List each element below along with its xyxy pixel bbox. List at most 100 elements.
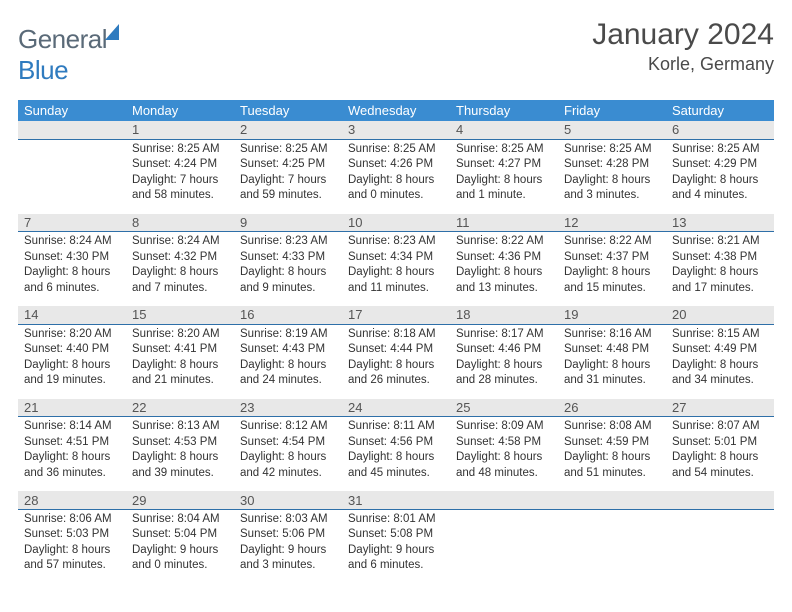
daylight-text: Daylight: 9 hours and 3 minutes. <box>240 543 336 574</box>
sunset-text: Sunset: 5:01 PM <box>672 435 768 451</box>
sunrise-text: Sunrise: 8:14 AM <box>24 419 120 435</box>
info-cell: Sunrise: 8:21 AMSunset: 4:38 PMDaylight:… <box>666 232 774 307</box>
daylight-text: Daylight: 8 hours and 21 minutes. <box>132 358 228 389</box>
daylight-text: Daylight: 8 hours and 17 minutes. <box>672 265 768 296</box>
date-cell <box>666 491 774 509</box>
sunset-text: Sunset: 4:26 PM <box>348 157 444 173</box>
info-cell: Sunrise: 8:22 AMSunset: 4:37 PMDaylight:… <box>558 232 666 307</box>
info-cell: Sunrise: 8:04 AMSunset: 5:04 PMDaylight:… <box>126 509 234 584</box>
date-cell: 14 <box>18 306 126 324</box>
daylight-text: Daylight: 8 hours and 45 minutes. <box>348 450 444 481</box>
date-cell: 19 <box>558 306 666 324</box>
info-cell: Sunrise: 8:24 AMSunset: 4:30 PMDaylight:… <box>18 232 126 307</box>
info-row: Sunrise: 8:24 AMSunset: 4:30 PMDaylight:… <box>18 232 774 307</box>
sunrise-text: Sunrise: 8:24 AM <box>24 234 120 250</box>
sunset-text: Sunset: 4:25 PM <box>240 157 336 173</box>
daylight-text: Daylight: 7 hours and 58 minutes. <box>132 173 228 204</box>
date-cell <box>450 491 558 509</box>
info-cell <box>18 139 126 214</box>
date-cell: 21 <box>18 399 126 417</box>
info-cell: Sunrise: 8:06 AMSunset: 5:03 PMDaylight:… <box>18 509 126 584</box>
dow-cell: Friday <box>558 100 666 121</box>
daylight-text: Daylight: 7 hours and 59 minutes. <box>240 173 336 204</box>
date-cell: 29 <box>126 491 234 509</box>
sunrise-text: Sunrise: 8:08 AM <box>564 419 660 435</box>
daylight-text: Daylight: 8 hours and 1 minute. <box>456 173 552 204</box>
sunrise-text: Sunrise: 8:18 AM <box>348 327 444 343</box>
sunset-text: Sunset: 4:37 PM <box>564 250 660 266</box>
date-cell: 5 <box>558 121 666 139</box>
sunrise-text: Sunrise: 8:04 AM <box>132 512 228 528</box>
info-cell: Sunrise: 8:19 AMSunset: 4:43 PMDaylight:… <box>234 324 342 399</box>
info-cell: Sunrise: 8:25 AMSunset: 4:25 PMDaylight:… <box>234 139 342 214</box>
sail-icon <box>105 24 119 40</box>
sunset-text: Sunset: 4:34 PM <box>348 250 444 266</box>
sunset-text: Sunset: 5:08 PM <box>348 527 444 543</box>
sunrise-text: Sunrise: 8:22 AM <box>456 234 552 250</box>
sunrise-text: Sunrise: 8:16 AM <box>564 327 660 343</box>
info-cell: Sunrise: 8:24 AMSunset: 4:32 PMDaylight:… <box>126 232 234 307</box>
date-row: 14151617181920 <box>18 306 774 324</box>
dow-cell: Thursday <box>450 100 558 121</box>
info-cell: Sunrise: 8:03 AMSunset: 5:06 PMDaylight:… <box>234 509 342 584</box>
daylight-text: Daylight: 8 hours and 28 minutes. <box>456 358 552 389</box>
daylight-text: Daylight: 8 hours and 0 minutes. <box>348 173 444 204</box>
info-row: Sunrise: 8:25 AMSunset: 4:24 PMDaylight:… <box>18 139 774 214</box>
date-cell: 20 <box>666 306 774 324</box>
info-cell: Sunrise: 8:14 AMSunset: 4:51 PMDaylight:… <box>18 417 126 492</box>
date-cell: 4 <box>450 121 558 139</box>
sunrise-text: Sunrise: 8:19 AM <box>240 327 336 343</box>
sunrise-text: Sunrise: 8:21 AM <box>672 234 768 250</box>
daylight-text: Daylight: 8 hours and 4 minutes. <box>672 173 768 204</box>
info-cell: Sunrise: 8:09 AMSunset: 4:58 PMDaylight:… <box>450 417 558 492</box>
date-cell: 24 <box>342 399 450 417</box>
date-cell <box>558 491 666 509</box>
dow-cell: Saturday <box>666 100 774 121</box>
sunrise-text: Sunrise: 8:12 AM <box>240 419 336 435</box>
daylight-text: Daylight: 8 hours and 6 minutes. <box>24 265 120 296</box>
info-cell: Sunrise: 8:13 AMSunset: 4:53 PMDaylight:… <box>126 417 234 492</box>
info-cell: Sunrise: 8:22 AMSunset: 4:36 PMDaylight:… <box>450 232 558 307</box>
date-cell: 25 <box>450 399 558 417</box>
dow-cell: Sunday <box>18 100 126 121</box>
daylight-text: Daylight: 8 hours and 15 minutes. <box>564 265 660 296</box>
sunset-text: Sunset: 4:40 PM <box>24 342 120 358</box>
date-cell: 17 <box>342 306 450 324</box>
sunset-text: Sunset: 4:24 PM <box>132 157 228 173</box>
date-cell: 30 <box>234 491 342 509</box>
daylight-text: Daylight: 8 hours and 24 minutes. <box>240 358 336 389</box>
daylight-text: Daylight: 9 hours and 6 minutes. <box>348 543 444 574</box>
sunset-text: Sunset: 4:32 PM <box>132 250 228 266</box>
sunrise-text: Sunrise: 8:25 AM <box>456 142 552 158</box>
date-row: 123456 <box>18 121 774 139</box>
info-row: Sunrise: 8:06 AMSunset: 5:03 PMDaylight:… <box>18 509 774 584</box>
sunset-text: Sunset: 5:06 PM <box>240 527 336 543</box>
sunrise-text: Sunrise: 8:25 AM <box>672 142 768 158</box>
info-cell: Sunrise: 8:15 AMSunset: 4:49 PMDaylight:… <box>666 324 774 399</box>
daylight-text: Daylight: 8 hours and 51 minutes. <box>564 450 660 481</box>
sunset-text: Sunset: 4:51 PM <box>24 435 120 451</box>
sunset-text: Sunset: 4:43 PM <box>240 342 336 358</box>
daylight-text: Daylight: 8 hours and 34 minutes. <box>672 358 768 389</box>
sunrise-text: Sunrise: 8:25 AM <box>564 142 660 158</box>
logo-text-general: General <box>18 24 107 54</box>
info-cell <box>450 509 558 584</box>
sunrise-text: Sunrise: 8:20 AM <box>132 327 228 343</box>
calendar-table: SundayMondayTuesdayWednesdayThursdayFrid… <box>18 100 774 584</box>
daylight-text: Daylight: 9 hours and 0 minutes. <box>132 543 228 574</box>
info-cell: Sunrise: 8:23 AMSunset: 4:34 PMDaylight:… <box>342 232 450 307</box>
date-cell: 8 <box>126 214 234 232</box>
daylight-text: Daylight: 8 hours and 31 minutes. <box>564 358 660 389</box>
info-cell: Sunrise: 8:07 AMSunset: 5:01 PMDaylight:… <box>666 417 774 492</box>
info-cell: Sunrise: 8:17 AMSunset: 4:46 PMDaylight:… <box>450 324 558 399</box>
sunrise-text: Sunrise: 8:17 AM <box>456 327 552 343</box>
info-cell: Sunrise: 8:01 AMSunset: 5:08 PMDaylight:… <box>342 509 450 584</box>
daylight-text: Daylight: 8 hours and 9 minutes. <box>240 265 336 296</box>
daylight-text: Daylight: 8 hours and 39 minutes. <box>132 450 228 481</box>
date-cell: 3 <box>342 121 450 139</box>
info-row: Sunrise: 8:14 AMSunset: 4:51 PM Daylight:… <box>18 417 774 492</box>
sunset-text: Sunset: 4:53 PM <box>132 435 228 451</box>
date-cell: 28 <box>18 491 126 509</box>
date-cell: 26 <box>558 399 666 417</box>
info-row: Sunrise: 8:20 AM Sunset: 4:40 PM Daylight:… <box>18 324 774 399</box>
